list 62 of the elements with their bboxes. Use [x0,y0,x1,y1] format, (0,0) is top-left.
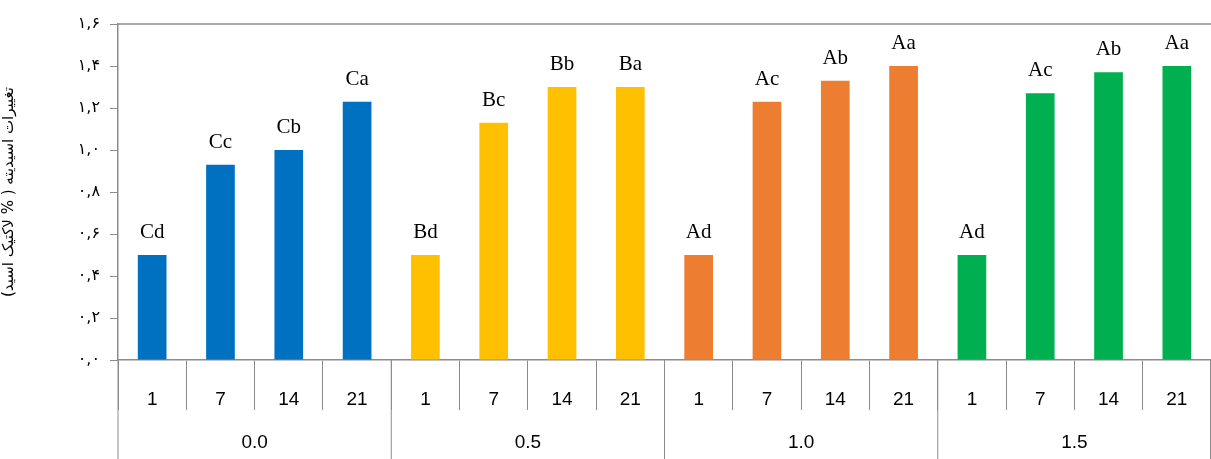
bar [1094,72,1123,360]
bar [137,255,167,360]
x-tick-label: 7 [215,387,226,409]
data-label: Ab [822,44,849,69]
bar [411,255,440,360]
data-label: Ac [1027,57,1053,82]
bar [479,122,509,360]
bar [1162,66,1192,360]
x-tick-label: 1 [693,387,704,409]
bar [889,66,918,360]
y-axis-title: تغییرات اسیدیته ( % لاکتیک اسید) [0,86,17,298]
text: 0.5 [514,431,542,453]
x-tick-label: 21 [893,387,915,409]
x-tick-label: 1 [420,387,431,409]
bar [684,255,713,360]
x-tick-label: 14 [278,387,300,409]
data-label: Cd [139,219,165,244]
text: 1.0 [787,431,815,453]
x-tick-label: 1 [966,387,978,409]
bar [616,87,645,360]
data-label: Ad [685,219,712,244]
y-tick-label: ۰,۴ [77,265,100,285]
data-label: Bc [482,86,506,111]
data-label: Bd [413,219,439,244]
x-tick-label: 21 [1166,387,1188,409]
data-label: Ab [1095,36,1122,61]
x-tick-label: 1 [146,387,158,409]
y-tick-label: ۱,۲ [77,97,100,117]
y-tick-label: ۰,۰ [77,349,100,369]
y-tick-label: ۱,۰ [77,139,100,159]
bar [752,101,782,360]
data-label: Ba [618,51,643,76]
x-tick-label: 7 [761,387,773,409]
y-tick-label: ۱,۴ [77,55,100,75]
data-label: Ad [959,219,986,244]
data-label: Cb [276,114,302,139]
data-label: Ac [754,65,780,90]
text: 0.0 [241,431,268,453]
data-label: Cc [208,128,233,153]
x-tick-label: 14 [1097,387,1120,409]
data-label: Bb [549,51,575,76]
text: 1.5 [1061,431,1088,453]
y-tick-label: ۰,۶ [77,223,100,243]
x-tick-label: 21 [346,387,368,409]
x-tick-label: 14 [824,387,847,409]
x-tick-label: 7 [1034,387,1046,409]
bar [1025,93,1055,360]
x-tick-label: 14 [551,387,574,409]
bar [957,255,987,360]
data-label: Ca [345,65,370,90]
bar [342,101,372,360]
bar [547,87,577,360]
bar [820,80,850,360]
x-tick-label: 7 [488,387,500,409]
data-label: Aa [891,30,917,55]
bar [206,164,235,360]
bar [274,150,304,360]
y-tick-label: ۱,۶ [77,13,100,33]
x-tick-label: 21 [619,387,641,409]
y-tick-label: ۰,۲ [77,307,100,327]
y-tick-label: ۰,۸ [77,181,101,201]
data-label: Aa [1164,30,1190,55]
